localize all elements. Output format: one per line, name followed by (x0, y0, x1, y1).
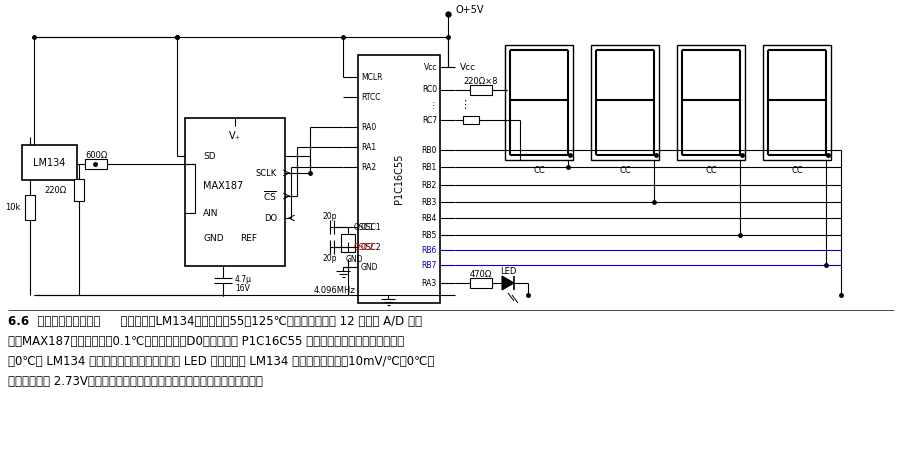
Text: V₊: V₊ (229, 131, 241, 141)
Text: AIN: AIN (203, 209, 218, 218)
Text: 220Ω×8: 220Ω×8 (464, 77, 498, 86)
Text: RTCC: RTCC (361, 93, 381, 102)
Text: CC: CC (619, 166, 630, 175)
Text: ⋮: ⋮ (459, 100, 471, 110)
Text: P1C16C55: P1C16C55 (394, 154, 404, 204)
Text: RB3: RB3 (421, 198, 437, 207)
Text: RB4: RB4 (421, 213, 437, 222)
Text: RC0: RC0 (422, 86, 437, 95)
Text: OSC1: OSC1 (354, 222, 374, 231)
Text: Vcc: Vcc (424, 62, 437, 71)
Bar (677, 45, 745, 160)
Text: GND: GND (361, 263, 379, 272)
Bar (85, 159, 107, 169)
Text: 10k: 10k (5, 202, 20, 211)
Bar (358, 55, 440, 303)
Text: RB6: RB6 (421, 245, 437, 254)
Text: OSC2: OSC2 (354, 243, 374, 252)
Bar (185, 118, 285, 266)
Text: SD: SD (203, 151, 216, 160)
Text: 4.7μ: 4.7μ (235, 274, 252, 283)
Text: 温度传感器LM134将温度为－55～125℃的温度信号，送 12 位串行 A/D 转换: 温度传感器LM134将温度为－55～125℃的温度信号，送 12 位串行 A/D… (113, 315, 422, 328)
Text: Vcc: Vcc (460, 62, 476, 71)
Text: RA3: RA3 (422, 279, 437, 288)
Text: RA1: RA1 (361, 142, 376, 151)
Text: RB5: RB5 (421, 230, 437, 239)
Bar (341, 234, 355, 252)
Text: 芯片MAX187（转换精度为0.1℃）变换后通过D0端向单片机 P1C16C55 发送数据，由单片机将数据值减: 芯片MAX187（转换精度为0.1℃）变换后通过D0端向单片机 P1C16C55… (8, 335, 404, 348)
Text: OSC2: OSC2 (361, 243, 382, 252)
Text: CC: CC (705, 166, 717, 175)
Text: SCLK: SCLK (256, 168, 277, 177)
Text: 20p: 20p (323, 254, 337, 263)
Text: RB0: RB0 (421, 146, 437, 155)
Text: $\overline{\rm CS}$: $\overline{\rm CS}$ (263, 189, 277, 203)
Text: ⋮: ⋮ (429, 100, 437, 110)
Text: 16V: 16V (235, 283, 250, 292)
Text: CC: CC (533, 166, 545, 175)
Text: 6.6  单片机温度测量电路: 6.6 单片机温度测量电路 (8, 315, 100, 328)
Text: DO: DO (264, 213, 277, 222)
Text: 600Ω: 600Ω (85, 151, 107, 160)
Text: RC7: RC7 (422, 115, 437, 124)
Polygon shape (502, 276, 514, 290)
Text: LM134: LM134 (33, 158, 66, 167)
Text: LED: LED (500, 266, 516, 275)
Bar (74, 179, 84, 201)
Text: 其输出电压为 2.73V。电路可用于试验设备、化工、纺织等行业的温度测量。: 其输出电压为 2.73V。电路可用于试验设备、化工、纺织等行业的温度测量。 (8, 375, 262, 388)
Text: REF: REF (240, 234, 257, 243)
Text: 220Ω: 220Ω (45, 186, 67, 195)
Text: OSC1: OSC1 (361, 222, 382, 231)
Text: 470Ω: 470Ω (470, 270, 492, 279)
Bar (591, 45, 659, 160)
Bar (25, 195, 35, 220)
Bar (463, 116, 479, 124)
Text: RA0: RA0 (361, 123, 376, 131)
Bar (470, 278, 492, 288)
Text: MAX187: MAX187 (203, 181, 244, 191)
Text: O+5V: O+5V (456, 5, 484, 15)
Text: GND: GND (346, 254, 364, 263)
Text: GND: GND (203, 234, 224, 243)
Bar (763, 45, 831, 160)
Text: RB7: RB7 (421, 261, 437, 270)
Text: RB1: RB1 (422, 163, 437, 172)
Text: CC: CC (791, 166, 803, 175)
Bar (505, 45, 573, 160)
Text: 去0℃时 LM134 的输出电压值计算出温度值送 LED 显示。图中 LM134 输出电压灵敏度为10mV/℃，0℃时: 去0℃时 LM134 的输出电压值计算出温度值送 LED 显示。图中 LM134… (8, 355, 435, 368)
Text: RA2: RA2 (361, 163, 376, 172)
Text: 4.096MHz: 4.096MHz (314, 286, 356, 295)
Text: RB2: RB2 (422, 181, 437, 190)
Bar (22, 145, 77, 180)
Text: MCLR: MCLR (361, 72, 382, 81)
Bar (470, 85, 492, 95)
Text: 20p: 20p (323, 211, 337, 220)
